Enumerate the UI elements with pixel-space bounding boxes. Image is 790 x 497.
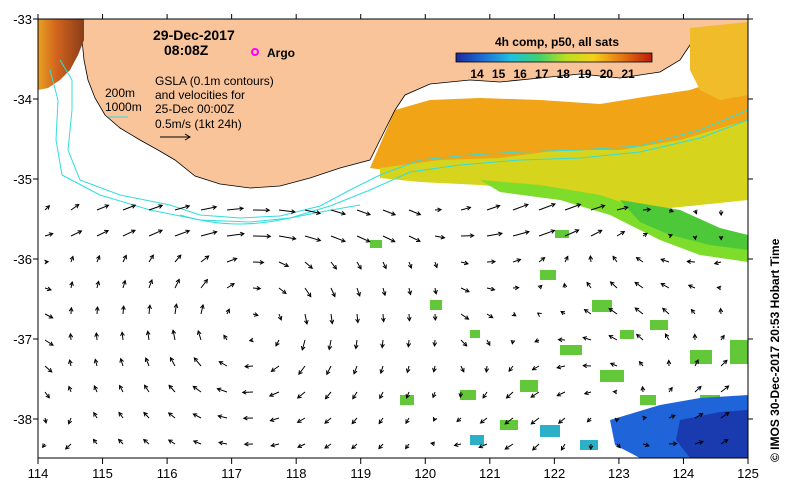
colorbar-tick-label: 14: [470, 67, 484, 81]
lon-tick-label: 120: [414, 466, 436, 481]
lon-tick-label: 115: [92, 466, 113, 481]
lat-tick-label: -34: [13, 92, 32, 107]
lon-tick-label: 119: [350, 466, 371, 481]
colorbar-tick-label: 18: [557, 67, 571, 81]
lat-tick-label: -36: [13, 252, 32, 267]
depth-label-200m: 200m: [105, 86, 135, 100]
lon-tick-label: 125: [737, 466, 759, 481]
info-line-4: 0.5m/s (1kt 24h): [155, 117, 242, 131]
lon-tick-label: 118: [286, 466, 307, 481]
date-label: 29-Dec-2017: [153, 27, 235, 43]
lon-tick-label: 117: [221, 466, 242, 481]
info-line-3: 25-Dec 00:00Z: [155, 102, 234, 116]
colorbar: [456, 53, 652, 62]
info-line-1: GSLA (0.1m contours): [155, 74, 274, 88]
colorbar-tick-label: 17: [535, 67, 549, 81]
colorbar-tick-label: 16: [513, 67, 527, 81]
depth-label-1000m: 1000m: [105, 100, 142, 114]
lon-tick-label: 124: [673, 466, 695, 481]
colorbar-title: 4h comp, p50, all sats: [495, 35, 619, 49]
time-label: 08:08Z: [164, 42, 209, 58]
lat-tick-label: -38: [13, 412, 32, 427]
colorbar-tick-label: 19: [578, 67, 592, 81]
lat-tick-label: -37: [13, 332, 32, 347]
argo-label: Argo: [267, 46, 295, 60]
lon-tick-label: 123: [608, 466, 630, 481]
colorbar-tick-label: 20: [600, 67, 614, 81]
lon-tick-label: 122: [544, 466, 566, 481]
lon-tick-label: 114: [28, 466, 49, 481]
lon-tick-label: 121: [479, 466, 501, 481]
colorbar-tick-label: 15: [492, 67, 506, 81]
plot-area: [38, 19, 748, 458]
credit-label: © IMOS 30-Dec-2017 20:53 Hobart Time: [768, 238, 782, 462]
info-line-2: and velocities for: [155, 88, 245, 102]
lat-tick-label: -33: [13, 12, 32, 27]
lon-tick-label: 116: [157, 466, 178, 481]
colorbar-tick-label: 21: [621, 67, 635, 81]
lat-tick-label: -35: [13, 172, 32, 187]
